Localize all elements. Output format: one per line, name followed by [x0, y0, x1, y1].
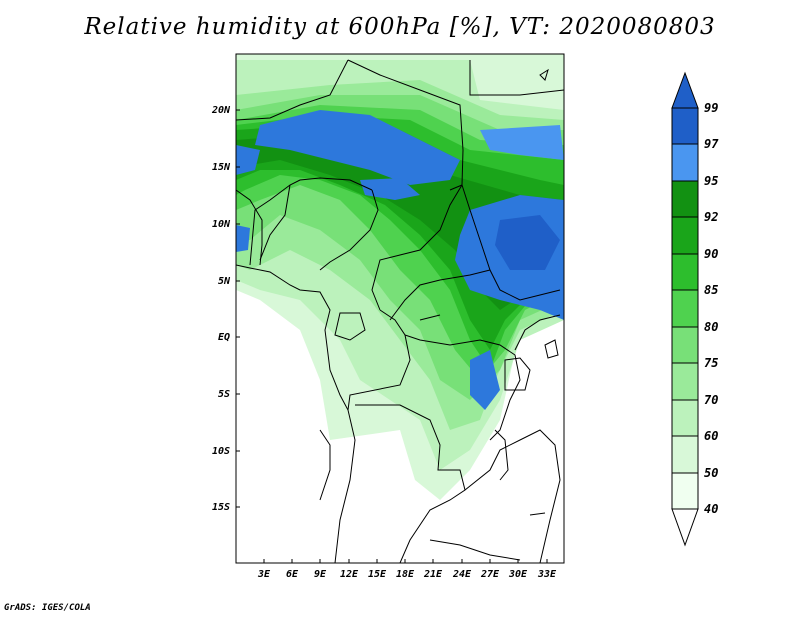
colorbar-label-85: 85 [704, 283, 718, 297]
latitude-labels: 20N 15N 10N 5N EQ 5S 10S 15S [211, 105, 231, 513]
plot-frame [235, 53, 565, 564]
colorbar-label-95: 95 [704, 174, 718, 188]
colorbar-swatch-85 [671, 253, 699, 291]
lat-label-10S: 10S [212, 446, 230, 457]
longitude-labels: 3E 6E 9E 12E 15E 18E 21E 24E 27E 30E 33E [257, 569, 557, 580]
colorbar-label-90: 90 [704, 247, 718, 261]
colorbar-label-60: 60 [704, 429, 718, 443]
lat-label-20N: 20N [211, 105, 231, 116]
colorbar-swatch-60 [671, 399, 699, 437]
axis-ticks [236, 109, 548, 563]
colorbar: 99 97 95 92 90 85 80 75 70 60 50 40 [671, 71, 719, 547]
lat-label-10N: 10N [212, 219, 231, 230]
lon-label-18E: 18E [396, 569, 415, 580]
country-borders [236, 59, 564, 563]
colorbar-label-75: 75 [704, 356, 718, 370]
lon-label-24E: 24E [452, 569, 472, 580]
colorbar-label-97: 97 [704, 137, 719, 151]
colorbar-top-arrow [671, 71, 699, 109]
colorbar-swatch-75 [671, 326, 699, 364]
colorbar-swatch-90 [671, 216, 699, 255]
colorbar-swatch-50 [671, 435, 699, 474]
lat-label-15S: 15S [212, 502, 230, 513]
colorbar-swatch-95 [671, 143, 699, 182]
colorbar-label-99: 99 [704, 101, 718, 115]
colorbar-swatch-40 [671, 472, 699, 510]
lat-label-EQ: EQ [218, 332, 230, 343]
map-title: Relative humidity at 600hPa [%], VT: 202… [84, 14, 716, 40]
colorbar-label-40: 40 [704, 502, 718, 516]
colorbar-bottom-arrow [671, 508, 699, 547]
lat-label-15N: 15N [212, 162, 231, 173]
colorbar-label-50: 50 [704, 466, 718, 480]
colorbar-label-70: 70 [704, 393, 718, 407]
lon-label-33E: 33E [537, 569, 557, 580]
colorbar-label-80: 80 [704, 320, 718, 334]
lon-label-6E: 6E [286, 569, 299, 580]
colorbar-swatch-97 [671, 107, 699, 145]
lon-label-27E: 27E [480, 569, 500, 580]
colorbar-swatch-92 [671, 180, 699, 218]
lon-label-21E: 21E [423, 569, 443, 580]
humidity-field [236, 54, 564, 500]
lat-label-5S: 5S [218, 389, 230, 400]
colorbar-swatch-80 [671, 289, 699, 328]
lon-label-15E: 15E [368, 569, 387, 580]
lon-label-3E: 3E [257, 569, 271, 580]
credit-label: GrADS: IGES/COLA [4, 603, 91, 613]
colorbar-label-92: 92 [704, 210, 718, 224]
lon-label-30E: 30E [508, 569, 528, 580]
lon-label-9E: 9E [314, 569, 327, 580]
lon-label-12E: 12E [340, 569, 359, 580]
lat-label-5N: 5N [218, 276, 231, 287]
colorbar-swatch-70 [671, 362, 699, 401]
